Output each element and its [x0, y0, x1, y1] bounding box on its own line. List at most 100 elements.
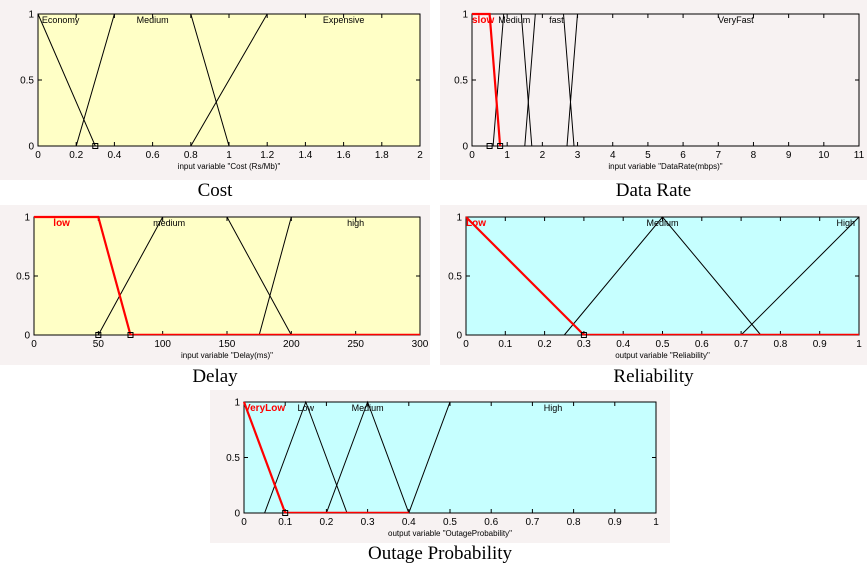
series-medium-label: Medium	[498, 15, 530, 25]
series-economy-label: Economy	[42, 15, 80, 25]
series-low-label: Low	[298, 403, 315, 413]
y-tick-label: 1	[28, 10, 34, 21]
x-tick-label: 1.8	[375, 150, 389, 161]
x-tick-label: 2	[417, 150, 423, 161]
x-tick-label: 2	[540, 150, 546, 161]
x-axis-label: output variable "OutageProbability"	[388, 529, 512, 538]
y-tick-label: 1	[456, 213, 462, 224]
series-low-label: Low	[466, 218, 486, 229]
series-expensive-label: Expensive	[323, 15, 365, 25]
x-tick-label: 0.9	[608, 517, 622, 528]
chart-svg: 0 0.1 0.2 0.3 0.4 0.5 0.6 0.7 0.8 0.9 1 0 0.5 1 output…	[210, 390, 670, 543]
outage-probability-caption: Outage Probability	[367, 543, 513, 564]
series-low-line	[264, 400, 348, 514]
series-medium-label: Medium	[352, 403, 384, 413]
series-slow-label: slow	[472, 15, 494, 26]
vertex-marker	[95, 332, 102, 338]
x-tick-label: 150	[219, 339, 236, 350]
outage-probability-chart: 0 0.1 0.2 0.3 0.4 0.5 0.6 0.7 0.8 0.9 1 0 0.5 1 output…	[210, 390, 670, 569]
cost-caption: Cost	[197, 180, 233, 201]
series-fast-line	[524, 13, 575, 147]
x-tick-label: 0.3	[361, 517, 375, 528]
x-tick-label: 0.3	[577, 339, 591, 350]
y-tick-label: 0	[462, 142, 468, 153]
vertex-marker	[497, 143, 504, 149]
x-tick-label: 3	[575, 150, 581, 161]
chart-svg: 0 0.1 0.2 0.3 0.4 0.5 0.6 0.7 0.8 0.9 1 0 0.5 1 output…	[440, 205, 867, 365]
series-low-line	[465, 216, 585, 336]
x-tick-label: 0.5	[443, 517, 457, 528]
x-tick-label: 0	[469, 150, 475, 161]
cost-chart: 0 0.2 0.4 0.6 0.8 1 1.2 1.4 1.6 1.8 2 0 0.5 1 input va…	[0, 0, 430, 200]
x-tick-label: 6	[680, 150, 686, 161]
x-axis-label: input variable "Cost (Rs/Mb)"	[178, 162, 281, 171]
x-tick-label: 0.6	[695, 339, 709, 350]
series-medium-label: medium	[153, 218, 185, 228]
series-veryfast-line	[566, 13, 859, 147]
y-tick-label: 0	[234, 509, 240, 520]
series-high-label: High	[837, 218, 856, 228]
x-axis-label: output variable "Reliability"	[615, 351, 710, 360]
y-tick-label: 1	[234, 398, 240, 409]
chart-svg: 0 1 2 3 4 5 6 7 8 9 10 11 0 0.5 1 input variable "DataR…	[440, 0, 867, 180]
series-medium-line	[97, 216, 292, 336]
x-tick-label: 0.5	[656, 339, 670, 350]
vertex-marker	[92, 143, 99, 149]
series-high-line	[408, 401, 656, 514]
x-tick-label: 0.4	[402, 517, 416, 528]
series-low-label: low	[53, 218, 70, 229]
x-tick-label: 50	[93, 339, 105, 350]
series-medium-label: Medium	[137, 15, 169, 25]
reliability-chart: 0 0.1 0.2 0.3 0.4 0.5 0.6 0.7 0.8 0.9 1 0 0.5 1 output…	[440, 205, 867, 385]
data-rate-caption: Data Rate	[615, 180, 692, 201]
x-tick-label: 1.6	[337, 150, 351, 161]
x-tick-label: 0	[31, 339, 37, 350]
x-tick-label: 0	[35, 150, 41, 161]
y-tick-label: 0.5	[454, 76, 468, 87]
x-tick-label: 1	[504, 150, 510, 161]
x-tick-label: 0.2	[538, 339, 552, 350]
x-tick-label: 0.8	[567, 517, 581, 528]
x-tick-label: 8	[751, 150, 757, 161]
x-tick-label: 11	[854, 150, 865, 161]
x-tick-label: 1	[226, 150, 232, 161]
series-high-label: high	[347, 218, 364, 228]
x-tick-label: 1	[653, 517, 659, 528]
x-axis-label: input variable "Delay(ms)"	[181, 351, 273, 360]
series-medium-label: Medium	[646, 218, 678, 228]
y-tick-label: 0.5	[20, 76, 34, 87]
x-tick-label: 200	[283, 339, 300, 350]
y-tick-label: 0.5	[448, 272, 462, 283]
delay-chart: 0 50 100 150 200 250 300 0 0.5 1 input variable "D…	[0, 205, 430, 385]
x-tick-label: 0.6	[484, 517, 498, 528]
series-economy-line	[37, 13, 420, 147]
x-tick-label: 7	[715, 150, 721, 161]
delay-caption: Delay	[192, 366, 238, 387]
x-tick-label: 100	[154, 339, 171, 350]
plot-area	[33, 216, 421, 336]
x-tick-label: 0.4	[107, 150, 121, 161]
data-rate-chart: 0 1 2 3 4 5 6 7 8 9 10 11 0 0.5 1 input variable "DataR…	[440, 0, 867, 200]
y-tick-label: 0	[24, 331, 30, 342]
x-tick-label: 0.6	[146, 150, 160, 161]
series-low-line	[34, 215, 132, 336]
series-slow-line	[472, 12, 502, 147]
x-tick-label: 5	[645, 150, 651, 161]
series-high-line	[740, 216, 860, 336]
x-tick-label: 0.8	[184, 150, 198, 161]
series-medium-line	[492, 13, 533, 147]
x-tick-label: 0.7	[734, 339, 748, 350]
y-tick-label: 0.5	[226, 453, 240, 464]
y-tick-label: 0.5	[16, 272, 30, 283]
vertex-marker	[282, 510, 289, 516]
x-axis-label: input variable "DataRate(mbps)"	[608, 162, 722, 171]
x-tick-label: 10	[818, 150, 830, 161]
vertex-marker	[580, 332, 587, 338]
series-medium-line	[563, 216, 762, 336]
series-verylow-line	[242, 401, 287, 514]
x-tick-label: 1.4	[298, 150, 312, 161]
series-fast-label: fast	[549, 15, 564, 25]
x-tick-label: 300	[412, 339, 429, 350]
x-tick-label: 0.9	[813, 339, 827, 350]
